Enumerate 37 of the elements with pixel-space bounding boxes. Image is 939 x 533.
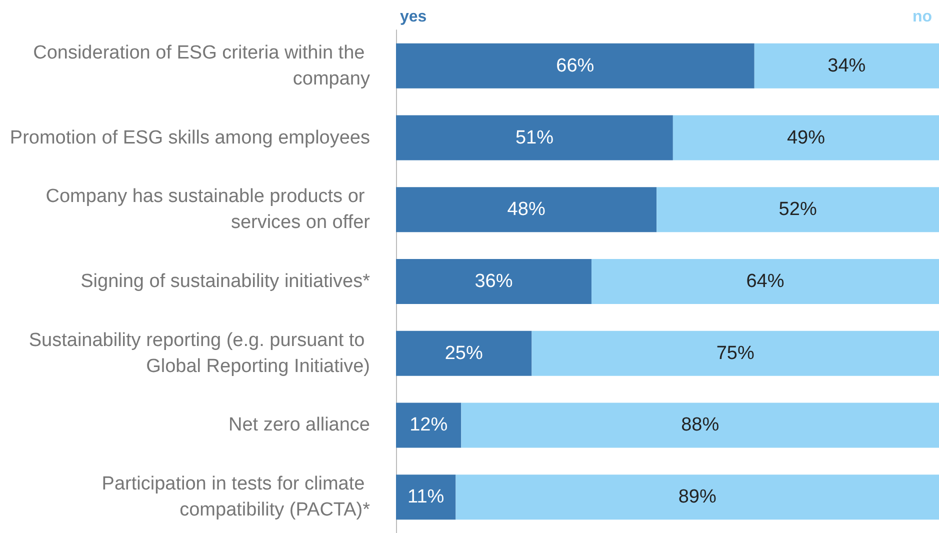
y-tick-label: Promotion of ESG skills among employees: [10, 127, 370, 148]
y-tick-label: Participation in tests for climate compatibility (PACTA)*: [102, 474, 371, 521]
bar: [396, 115, 673, 160]
data-label: 34%: [828, 55, 866, 76]
bar: [396, 474, 456, 520]
bar: [396, 187, 657, 232]
bar: [672, 115, 939, 160]
bar: [532, 330, 939, 376]
y-tick-label: Consideration of ESG criteria within the company: [33, 42, 370, 90]
bar: [591, 259, 939, 304]
data-label: 51%: [515, 127, 554, 148]
bar: [396, 43, 754, 88]
bar: [656, 187, 939, 232]
y-tick-label: Net zero alliance: [228, 414, 370, 436]
data-label: 11%: [408, 486, 444, 508]
y-tick-label: Sustainability reporting (e.g. pursuant to Global Reporting Initiative): [28, 330, 370, 377]
data-label: 36%: [474, 271, 513, 292]
data-label: 12%: [410, 414, 448, 436]
bar: [456, 474, 939, 520]
bar: [396, 330, 532, 376]
series-label: no: [912, 8, 932, 26]
data-label: 48%: [507, 199, 546, 220]
data-label: 25%: [444, 342, 483, 364]
data-label: 64%: [746, 271, 784, 292]
y-tick-label: Company has sustainable products or services on offer: [46, 186, 371, 234]
data-label: 89%: [678, 486, 716, 508]
data-label: 52%: [778, 199, 817, 220]
data-label: 88%: [681, 414, 720, 436]
y-tick-label: Signing of sustainability initiatives*: [80, 271, 371, 292]
bar: [754, 43, 939, 88]
bar: [396, 402, 462, 448]
data-label: 49%: [786, 127, 826, 148]
data-label: 75%: [716, 342, 754, 364]
series-label: yes: [400, 8, 427, 26]
data-label: 66%: [556, 55, 594, 76]
bar: [461, 402, 939, 448]
bar: [396, 259, 592, 304]
